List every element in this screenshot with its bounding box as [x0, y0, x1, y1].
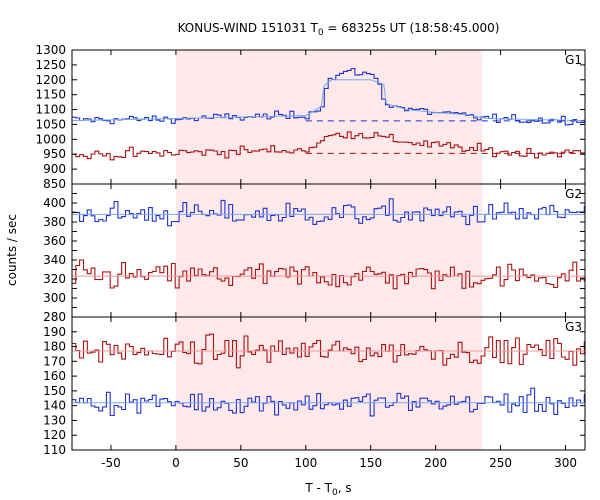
xtick-label: -50: [101, 456, 121, 470]
panel-G3-ytick-label: 190: [43, 325, 66, 339]
y-axis-label: counts / sec: [5, 214, 19, 286]
panel-G1-ytick-label: 1300: [35, 43, 66, 57]
panel-G3-label: G3: [565, 320, 582, 334]
shaded-burst-interval: [175, 50, 483, 450]
panel-G2-series-red-histogram: [72, 259, 585, 290]
xtick-label: 200: [424, 456, 447, 470]
panel-G2-label: G2: [565, 187, 582, 201]
panel-G3-ytick-label: 120: [43, 428, 66, 442]
xtick-label: 0: [172, 456, 180, 470]
xtick-label: 250: [489, 456, 512, 470]
panel-G1-ytick-label: 1050: [35, 117, 66, 131]
panel-G2-ytick-label: 300: [43, 291, 66, 305]
panel-G3-ytick-label: 110: [43, 443, 66, 457]
panel-G1-series-red-histogram: [72, 131, 585, 161]
panel-G3-series-red-histogram: [72, 333, 585, 369]
panel-G2-ytick-label: 340: [43, 253, 66, 267]
panel-G3-ytick-label: 170: [43, 354, 66, 368]
panel-G3-ytick-label: 180: [43, 340, 66, 354]
chart-title: KONUS-WIND 151031 T0 = 68325s UT (18:58:…: [178, 21, 500, 38]
panel-G1-ytick-label: 1000: [35, 132, 66, 146]
panel-G2-ytick-label: 360: [43, 234, 66, 248]
xtick-label: 50: [233, 456, 248, 470]
panel-G3-ytick-label: 150: [43, 384, 66, 398]
panel-G2-series-blue-histogram: [72, 198, 585, 227]
panel-G1-label: G1: [565, 53, 582, 67]
panel-G1-ytick-label: 1100: [35, 103, 66, 117]
panel-G1-ytick-label: 950: [43, 147, 66, 161]
panel-G2-ytick-label: 320: [43, 272, 66, 286]
panel-G2-ytick-label: 280: [43, 310, 66, 324]
panel-G1-ytick-label: 850: [43, 177, 66, 191]
panel-G3-ytick-label: 130: [43, 413, 66, 427]
panel-G3-ytick-label: 140: [43, 399, 66, 413]
panel-G1-ytick-label: 1250: [35, 58, 66, 72]
panel-G3-frame: [71, 316, 586, 451]
xtick-label: 100: [294, 456, 317, 470]
xtick-label: 300: [554, 456, 577, 470]
panel-G1-ytick-label: 900: [43, 162, 66, 176]
panel-G1-ytick-label: 1150: [35, 88, 66, 102]
panel-G2-ytick-label: 380: [43, 215, 66, 229]
panel-G1-ytick-label: 1200: [35, 73, 66, 87]
panel-G1-series-blue-fit: [71, 79, 586, 122]
panel-G2-ytick-label: 400: [43, 196, 66, 210]
panel-G3-ytick-label: 160: [43, 369, 66, 383]
xtick-label: 150: [359, 456, 382, 470]
x-axis-label: T - T0, s: [304, 481, 351, 498]
